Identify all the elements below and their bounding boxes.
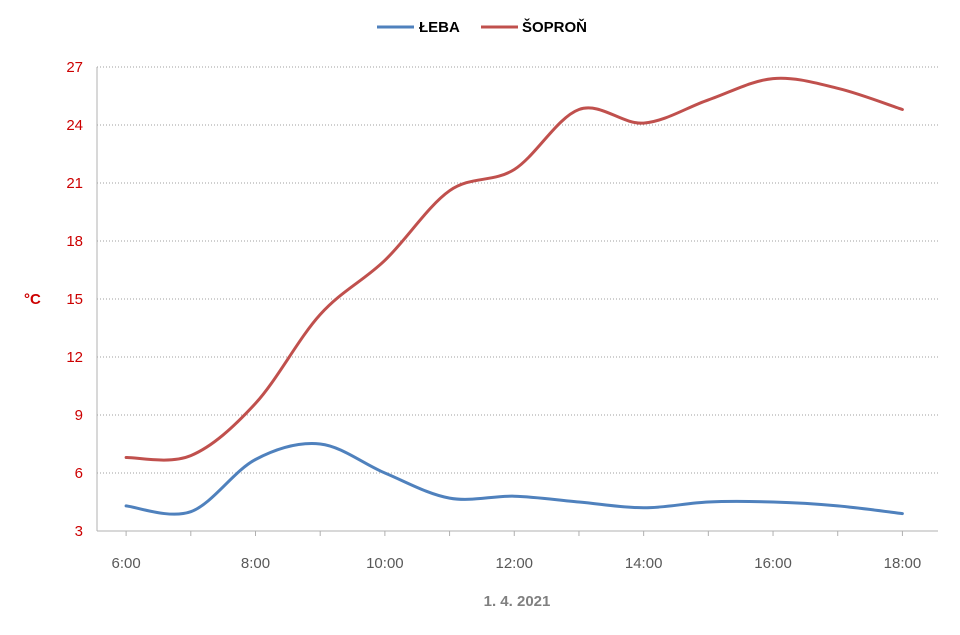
- y-tick-label: 3: [75, 523, 83, 540]
- x-tick-label: 16:00: [754, 555, 792, 572]
- series-line-leba: [124, 442, 904, 516]
- y-axis-label: °C: [24, 291, 41, 308]
- y-tick-label: 15: [66, 291, 83, 308]
- axes: [96, 67, 938, 536]
- y-tick-label: 24: [66, 117, 83, 134]
- y-tick-label: 9: [75, 407, 83, 424]
- series-line-sopron: [124, 76, 904, 462]
- x-tick-label: 10:00: [366, 555, 404, 572]
- legend-label-sopron: ŠOPROŇ: [522, 18, 587, 36]
- y-tick-label: 21: [66, 175, 83, 192]
- legend: ŁEBA ŠOPROŇ: [377, 18, 587, 36]
- x-tick-label: 6:00: [112, 555, 141, 572]
- y-tick-label: 18: [66, 233, 83, 250]
- y-tick-label: 12: [66, 349, 83, 366]
- y-tick-label: 27: [66, 59, 83, 76]
- x-tick-label: 14:00: [625, 555, 663, 572]
- x-tick-label: 12:00: [495, 555, 533, 572]
- gridlines: [97, 66, 938, 474]
- x-axis-label: 1. 4. 2021: [484, 593, 551, 610]
- y-axis-ticks: 3 6 9 12 15 18 21 24 27: [66, 59, 83, 540]
- series-lines: [124, 76, 904, 516]
- x-tick-label: 8:00: [241, 555, 270, 572]
- legend-label-leba: ŁEBA: [419, 19, 460, 36]
- x-tick-label: 18:00: [884, 555, 922, 572]
- x-axis-ticks: 6:00 8:00 10:00 12:00 14:00 16:00 18:00: [112, 555, 922, 572]
- y-tick-label: 6: [75, 465, 83, 482]
